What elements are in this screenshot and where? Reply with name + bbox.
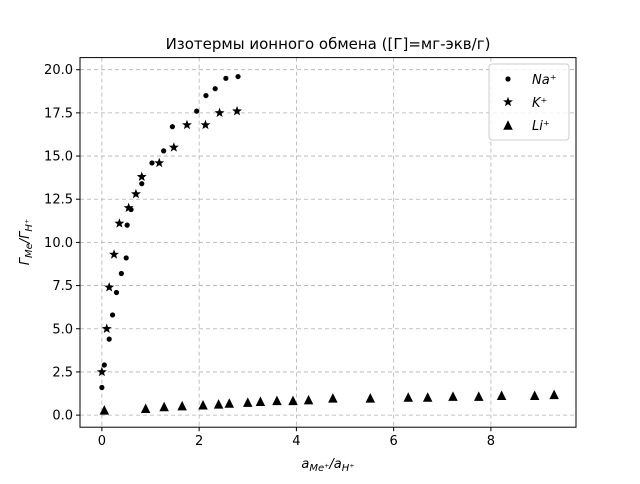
- data-point-circle: [223, 75, 229, 81]
- data-point-triangle: [403, 392, 413, 402]
- data-point-circle: [212, 86, 218, 92]
- data-point-star: [130, 188, 141, 199]
- y-tick-label: 5.0: [52, 322, 73, 337]
- data-point-triangle: [496, 390, 507, 400]
- data-point-star: [214, 107, 225, 118]
- data-point-star: [123, 202, 134, 213]
- data-point-triangle: [288, 395, 298, 406]
- x-axis-label: aMe⁺​/aH⁺​: [301, 457, 354, 474]
- legend-label: K⁺: [532, 96, 547, 111]
- data-point-circle: [149, 160, 155, 166]
- x-tick-label: 8: [487, 434, 495, 449]
- legend-marker-star: [503, 96, 513, 107]
- legend-label: Li⁺: [532, 119, 550, 134]
- data-point-triangle: [213, 399, 224, 409]
- data-point-star: [136, 171, 147, 181]
- data-point-star: [154, 157, 165, 168]
- y-tick-label: 7.5: [52, 279, 73, 294]
- data-point-triangle: [422, 392, 433, 402]
- chart-title: Изотермы ионного обмена ([Г]=мг-экв/г): [166, 35, 491, 53]
- legend-label: Na⁺: [532, 73, 557, 88]
- data-points: [96, 73, 559, 415]
- data-point-triangle: [99, 405, 110, 415]
- data-point-triangle: [224, 398, 235, 408]
- data-point-star: [114, 218, 125, 228]
- data-point-circle: [106, 336, 112, 342]
- data-point-triangle: [529, 390, 540, 400]
- y-tick-label: 17.5: [44, 106, 73, 121]
- data-point-circle: [235, 73, 241, 80]
- data-point-star: [101, 323, 112, 333]
- data-point-star: [232, 105, 243, 116]
- data-point-triangle: [549, 389, 559, 400]
- data-point-star: [182, 119, 192, 130]
- y-tick-label: 2.5: [52, 365, 73, 380]
- data-point-circle: [113, 289, 120, 296]
- data-point-triangle: [365, 393, 376, 403]
- y-tick-label: 0.0: [52, 409, 73, 424]
- data-point-circle: [169, 124, 175, 130]
- data-point-circle: [109, 312, 116, 318]
- series-2: [96, 105, 243, 377]
- data-point-triangle: [159, 401, 169, 412]
- data-point-circle: [123, 255, 129, 261]
- x-tick-label: 0: [98, 434, 106, 449]
- x-tick-label: 4: [292, 434, 300, 449]
- data-point-triangle: [272, 395, 282, 406]
- data-point-star: [168, 142, 179, 152]
- y-tick-label: 12.5: [44, 193, 73, 208]
- legend-frame: [488, 63, 570, 141]
- y-axis-label: ΓMe​/ΓH⁺​: [18, 219, 35, 265]
- x-tick-label: 6: [390, 434, 398, 449]
- data-point-triangle: [473, 391, 484, 401]
- data-point-star: [109, 249, 119, 259]
- series-3: [99, 389, 559, 415]
- legend: Na⁺ K⁺ Li⁺: [488, 63, 570, 141]
- y-tick-label: 10.0: [44, 236, 73, 251]
- y-tick-label: 20.0: [44, 63, 73, 78]
- data-point-triangle: [243, 397, 253, 407]
- data-point-triangle: [177, 400, 187, 411]
- y-tick-label: 15.0: [44, 150, 73, 165]
- data-point-circle: [118, 270, 124, 277]
- data-point-circle: [124, 222, 130, 228]
- legend-marker-circle: [505, 76, 511, 82]
- data-point-circle: [194, 108, 200, 114]
- data-point-circle: [99, 384, 105, 391]
- legend-marker-triangle: [503, 120, 513, 130]
- data-point-triangle: [140, 403, 151, 413]
- x-tick-label: 2: [195, 434, 203, 449]
- series-1: [99, 73, 241, 391]
- data-point-star: [96, 366, 107, 377]
- axis-ticks: 0 2 4 6 8 0.0 2.5 5.0 7.5 10.0 12.5 15.0 17.5 20.0: [44, 63, 495, 449]
- data-point-triangle: [303, 394, 314, 405]
- data-point-star: [104, 282, 115, 292]
- data-point-circle: [203, 92, 209, 99]
- data-point-circle: [161, 148, 167, 154]
- data-point-triangle: [328, 393, 338, 403]
- data-point-circle: [101, 362, 107, 368]
- data-point-circle: [139, 181, 145, 187]
- data-point-triangle: [255, 396, 266, 407]
- data-point-triangle: [448, 391, 458, 401]
- data-point-star: [200, 119, 211, 130]
- data-point-triangle: [198, 399, 208, 410]
